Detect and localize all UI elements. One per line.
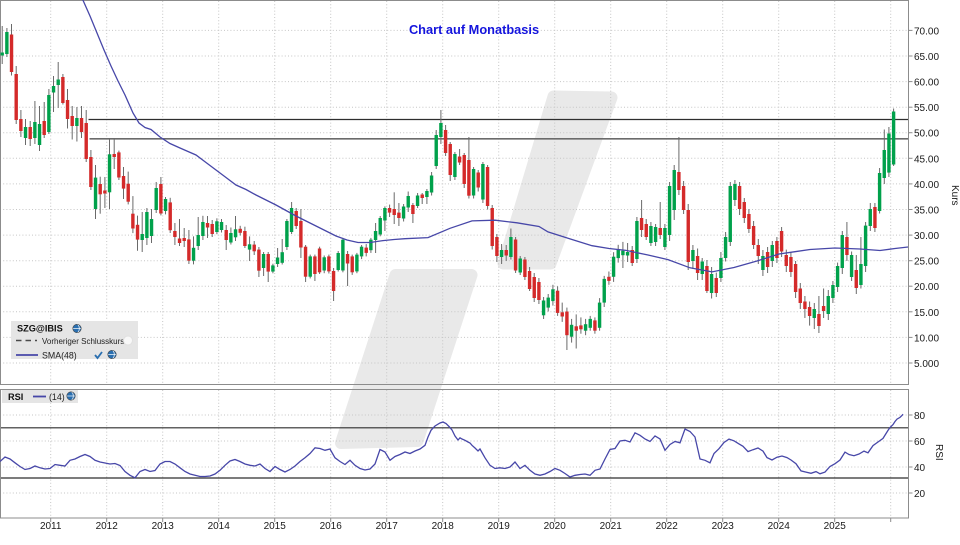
svg-text:2015: 2015 xyxy=(264,521,287,532)
svg-text:Vorheriger Schlusskurs: Vorheriger Schlusskurs xyxy=(42,337,124,346)
svg-text:40: 40 xyxy=(914,463,926,474)
svg-text:2021: 2021 xyxy=(600,521,623,532)
svg-text:2012: 2012 xyxy=(96,521,119,532)
svg-text:20: 20 xyxy=(914,489,926,500)
svg-text:Chart auf Monatbasis: Chart auf Monatbasis xyxy=(409,22,539,37)
svg-text:2019: 2019 xyxy=(488,521,511,532)
svg-text:60: 60 xyxy=(914,437,926,448)
svg-text:70.00: 70.00 xyxy=(914,26,939,37)
svg-text:2016: 2016 xyxy=(320,521,343,532)
svg-text:RSI: RSI xyxy=(933,444,944,461)
svg-text:2011: 2011 xyxy=(40,521,62,532)
svg-text:80: 80 xyxy=(914,411,926,422)
svg-text:2022: 2022 xyxy=(656,521,679,532)
svg-text:25.00: 25.00 xyxy=(914,257,939,268)
svg-text:2018: 2018 xyxy=(432,521,455,532)
svg-text:2023: 2023 xyxy=(712,521,735,532)
svg-text:20.00: 20.00 xyxy=(914,282,939,293)
svg-text:SMA(48): SMA(48) xyxy=(42,351,77,361)
svg-text:40.00: 40.00 xyxy=(914,180,939,191)
svg-text:60.00: 60.00 xyxy=(914,78,939,89)
svg-text:30.00: 30.00 xyxy=(914,231,939,242)
svg-text:45.00: 45.00 xyxy=(914,154,939,165)
svg-text:65.00: 65.00 xyxy=(914,52,939,63)
svg-text:15.00: 15.00 xyxy=(914,308,939,319)
svg-text:2020: 2020 xyxy=(544,521,567,532)
svg-text:2017: 2017 xyxy=(376,521,399,532)
svg-text:2024: 2024 xyxy=(768,521,791,532)
svg-text:SZG@IBIS: SZG@IBIS xyxy=(17,324,63,334)
svg-text:50.00: 50.00 xyxy=(914,129,939,140)
svg-text:(14): (14) xyxy=(49,392,65,402)
svg-text:35.00: 35.00 xyxy=(914,206,939,217)
svg-text:2025: 2025 xyxy=(824,521,847,532)
svg-text:10.00: 10.00 xyxy=(914,333,939,344)
svg-text:Kurs: Kurs xyxy=(949,185,960,206)
svg-text:2014: 2014 xyxy=(208,521,231,532)
svg-text:RSI: RSI xyxy=(8,392,23,402)
svg-text:55.00: 55.00 xyxy=(914,103,939,114)
svg-text:5.000: 5.000 xyxy=(914,359,939,370)
svg-text:2013: 2013 xyxy=(152,521,175,532)
